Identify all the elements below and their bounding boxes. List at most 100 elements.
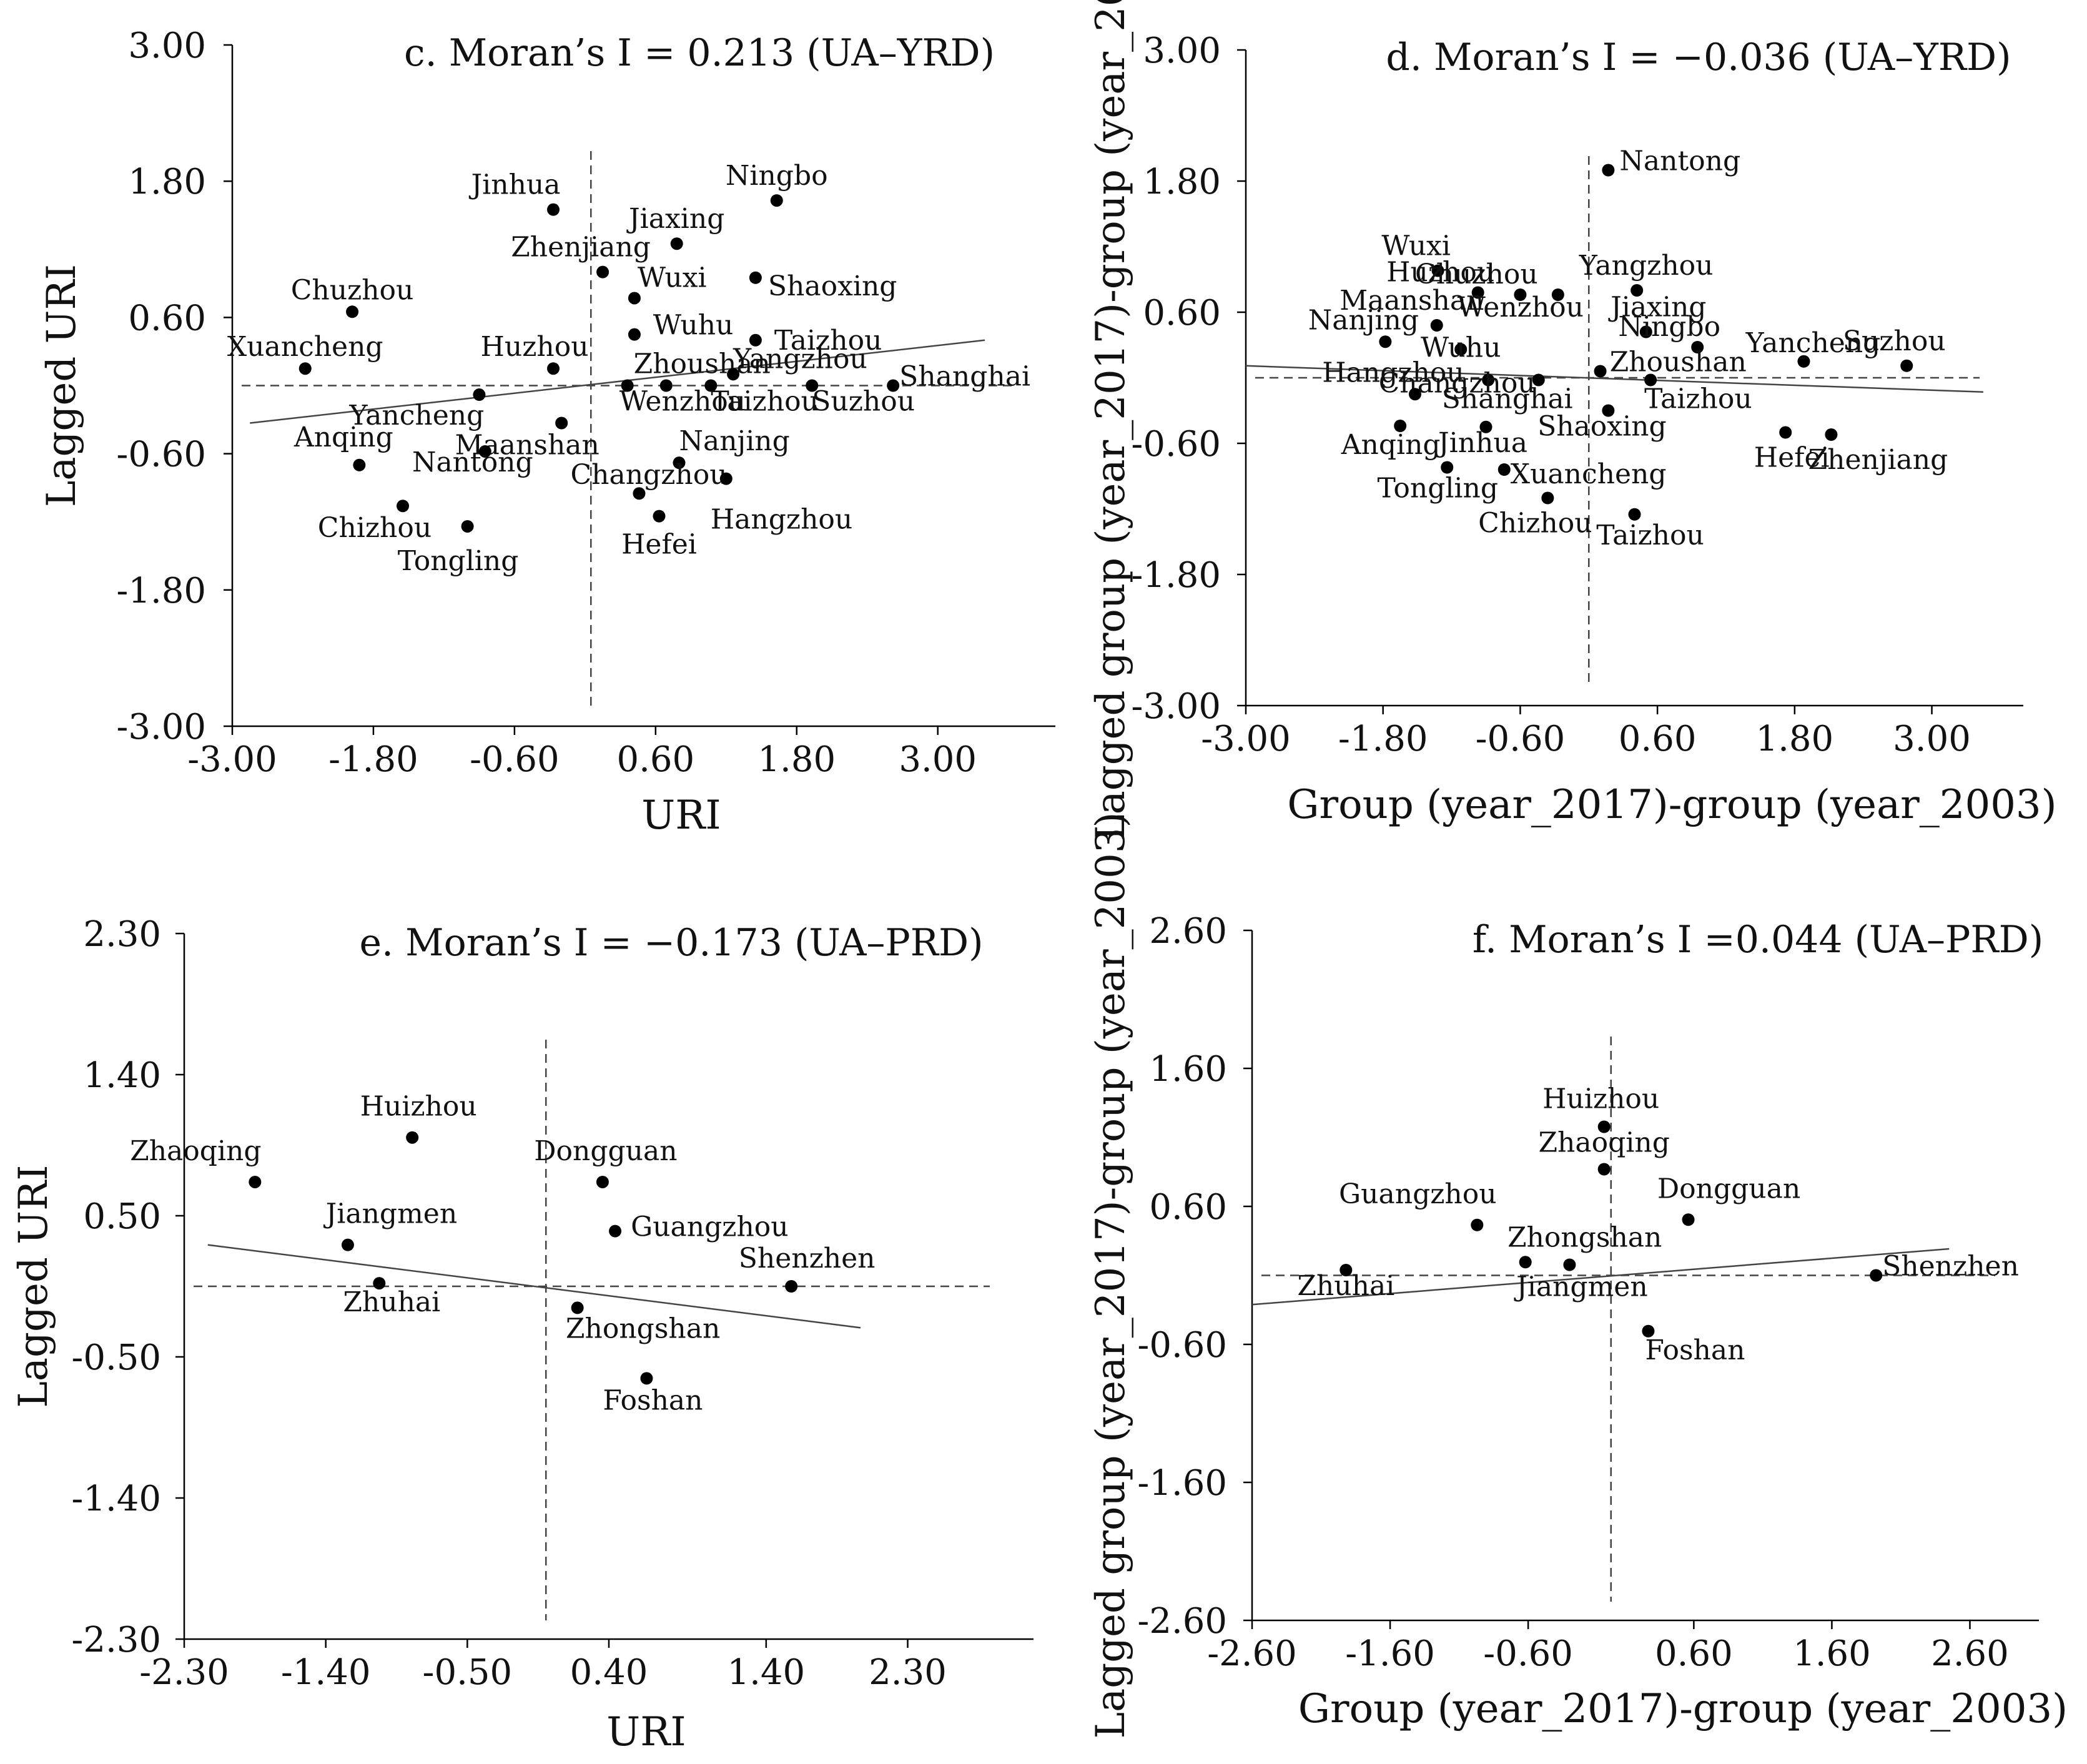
x-tick-label: 0.60 [1655,1633,1733,1674]
data-point [749,333,762,347]
data-point [353,458,366,471]
data-point [473,388,486,402]
point-label: Guangzhou [1339,1178,1497,1210]
data-point [1532,373,1545,387]
point-label: Taizhou [774,325,882,357]
point-label: Wuhu [653,310,733,342]
data-point [1797,355,1810,368]
chart-title: c. Moran’s I = 0.213 (UA–YRD) [404,31,995,75]
point-label: Jinhua [469,169,561,201]
point-label: Shaoxing [768,270,897,302]
regression-line [1251,1248,1950,1306]
data-point [373,1277,386,1290]
point-label: Wenzhou [1458,292,1584,323]
point-label: Shanghai [1442,383,1573,415]
data-point [1471,1218,1484,1231]
data-point [1900,359,1913,372]
x-tick-label: 2.30 [869,1652,947,1693]
y-tick-label: -0.60 [1137,1325,1227,1366]
x-tick-label: 2.60 [1931,1633,2009,1674]
point-label: Shenzhen [739,1243,876,1274]
data-point [1514,288,1527,301]
x-tick-label: 3.00 [899,739,977,780]
data-point [547,203,560,216]
data-point [1597,1163,1611,1176]
data-point [1479,420,1492,433]
point-label: Nantong [412,446,533,478]
data-point [1639,325,1652,338]
point-label: Ningbo [726,160,828,192]
data-point [547,362,560,375]
x-tick-label: 1.40 [728,1652,806,1693]
point-label: Hefei [1754,442,1830,474]
y-axis-title: Lagged group (year_2017)-group (year_200… [1088,812,1134,1739]
chart-title: d. Moran’s I = −0.036 (UA–YRD) [1386,36,2011,79]
point-label: Xuancheng [1511,458,1667,490]
y-tick-label: 1.60 [1149,1049,1227,1090]
y-tick-label: 2.60 [1149,911,1227,952]
y-tick-label: 0.60 [1149,1187,1227,1228]
panel-f: 2.60 1.60 0.60 -0.60 -1.60 -2.60-2.60 -1.60 -0.… [1088,812,2068,1739]
point-label: Xuancheng [227,331,383,363]
x-tick-label: -0.60 [1476,719,1566,759]
point-label: Maanshan [455,430,599,461]
point-label: Huizhou [360,1091,477,1123]
point-label: Huzhou [1386,257,1494,288]
x-axis-title: Group (year_2017)-group (year_2003) [1298,1686,2068,1732]
point-label: Hangzhou [711,504,852,536]
x-tick-label: 0.60 [1619,719,1697,759]
data-point [1602,404,1615,417]
x-tick-label: -1.80 [1338,719,1428,759]
y-axis-title: Lagged URI [11,1165,57,1407]
y-tick-label: -1.80 [1131,555,1221,596]
y-tick-label: 0.60 [128,298,206,338]
point-label: Tongling [1377,473,1498,505]
point-label: Anqing [294,421,393,453]
data-point [249,1175,262,1188]
data-point [640,1372,653,1385]
x-tick-label: -0.60 [1483,1633,1573,1674]
point-label: Shenzhen [1882,1251,2019,1283]
data-point [596,1175,609,1188]
data-point [1340,1264,1353,1276]
point-label: Zhuhai [1297,1270,1394,1302]
y-tick-label: 2.30 [83,914,161,955]
data-point [1631,284,1644,297]
y-tick-label: -1.60 [1137,1463,1227,1504]
point-label: Chuzhou [1415,259,1538,290]
data-point [596,265,609,278]
point-label: Huizhou [1542,1083,1659,1115]
data-point [749,271,762,284]
point-label: Ningbo [1618,311,1720,343]
y-tick-label: -1.80 [116,571,206,611]
x-tick-label: -1.80 [328,739,418,780]
point-label: Nanjing [1308,304,1419,336]
data-point [1644,373,1657,387]
y-tick-label: 1.40 [83,1055,161,1096]
panels: 3.00 1.80 0.60 -0.60 -1.80 -3.00 -3.00 -1.80 -0.… [11,0,2068,1755]
data-point [406,1131,419,1144]
point-label: Shaoxing [1537,411,1667,443]
point-label: Anqing [1341,429,1441,461]
point-label: Zhenjiang [511,232,651,264]
point-label: Wuxi [1381,230,1451,262]
point-label: Foshan [1645,1334,1745,1366]
point-label: Jiangmen [1514,1271,1648,1303]
panel-d: 3.00 1.80 0.60 -0.60 -1.80 -3.00-3.00 -1.80 -0.… [1088,0,2057,841]
point-label: Chuzhou [291,274,414,306]
x-tick-label: -2.60 [1207,1633,1297,1674]
x-tick-label: 1.60 [1793,1633,1871,1674]
data-point [397,500,410,513]
data-point [633,487,646,500]
y-tick-label: 1.80 [1143,162,1221,202]
y-tick-label: -3.00 [1131,686,1221,727]
x-tick-label: -3.00 [187,739,277,780]
y-tick-label: -2.30 [71,1620,161,1660]
data-point [1471,286,1484,299]
data-point [621,379,634,392]
data-point [1482,373,1495,387]
y-tick-label: -0.50 [71,1338,161,1378]
x-tick-label: 0.60 [616,739,694,780]
point-label: Wuhu [1421,332,1501,364]
